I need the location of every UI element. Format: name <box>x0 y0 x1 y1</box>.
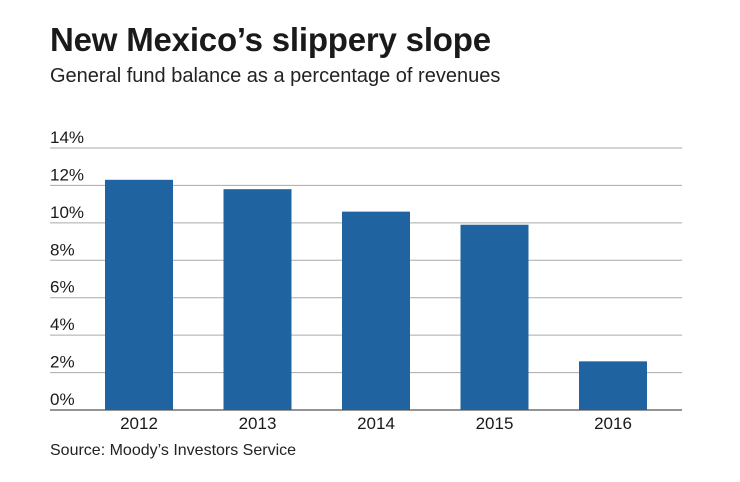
y-tick-label: 8% <box>50 240 75 259</box>
x-tick-label: 2016 <box>594 414 632 433</box>
chart-title: New Mexico’s slippery slope <box>50 21 491 58</box>
x-tick-label: 2014 <box>357 414 395 433</box>
y-tick-label: 0% <box>50 390 75 409</box>
bar <box>342 211 410 410</box>
y-tick-label: 12% <box>50 165 84 184</box>
y-tick-label: 10% <box>50 203 84 222</box>
bar <box>223 189 292 410</box>
x-tick-label: 2015 <box>476 414 514 433</box>
y-tick-label: 6% <box>50 278 75 297</box>
x-tick-label: 2012 <box>120 414 158 433</box>
source-note: Source: Moody’s Investors Service <box>50 442 297 459</box>
x-axis-tick-labels: 2012 2013 2014 2015 2016 <box>120 414 632 433</box>
y-axis-tick-labels: 0% 2% 4% 6% 8% 10% 12% 14% <box>50 128 84 409</box>
bars <box>105 179 647 410</box>
chart-subtitle: General fund balance as a percentage of … <box>50 65 501 87</box>
y-tick-label: 4% <box>50 315 75 334</box>
y-tick-label: 14% <box>50 128 84 147</box>
bar <box>460 224 529 410</box>
bar <box>105 179 173 410</box>
x-tick-label: 2013 <box>239 414 277 433</box>
bar <box>579 361 647 410</box>
y-tick-label: 2% <box>50 353 75 372</box>
